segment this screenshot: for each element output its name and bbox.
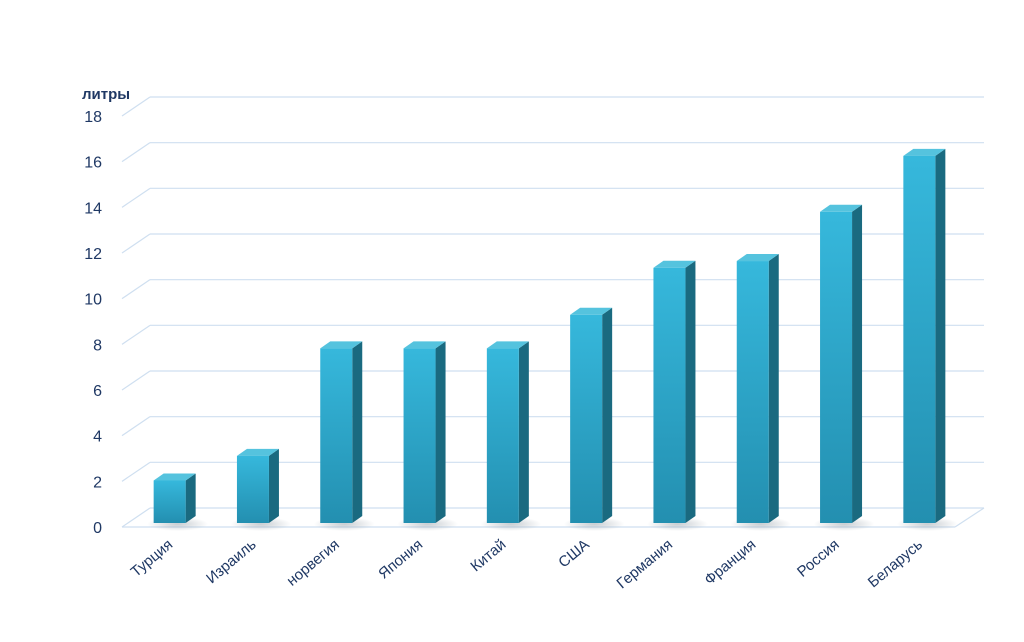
bar-front [403, 348, 436, 523]
y-tick-label: 2 [93, 474, 102, 491]
grid-line-side [121, 507, 151, 528]
bar-front [903, 155, 936, 524]
y-tick-label: 18 [84, 109, 102, 126]
bar [563, 307, 625, 531]
x-tick-label: Израиль [203, 536, 259, 587]
grid-line-side [121, 96, 151, 117]
x-tick-label: США [555, 536, 592, 571]
bar-side [518, 341, 529, 523]
bar [480, 341, 542, 531]
x-tick-label: Китай [467, 536, 509, 575]
x-tick-label: Турция [128, 536, 177, 581]
bar-front [570, 314, 603, 523]
bar-side [602, 307, 613, 523]
x-axis-categories: Турция Израиль норвегия Япония Китай США Герма… [128, 536, 926, 592]
bar-side [435, 341, 446, 523]
x-tick-label: Беларусь [865, 536, 926, 591]
bar-top [153, 473, 196, 481]
y-tick-label: 10 [84, 292, 102, 309]
y-tick-label: 6 [93, 383, 102, 400]
bar-side [268, 448, 279, 523]
y-tick-label: 8 [93, 337, 102, 354]
bar [397, 341, 458, 531]
bar [813, 204, 875, 531]
x-tick-label: Германия [614, 536, 676, 592]
x-tick-label: Франция [701, 536, 759, 589]
y-tick-label: 12 [84, 246, 102, 263]
y-axis-ticks: 0 2 4 6 8 10 12 14 16 18 [84, 109, 102, 537]
y-axis-label: литры [82, 86, 130, 103]
bar-side [768, 254, 779, 524]
bar-top [403, 341, 446, 349]
bar-front [820, 211, 853, 524]
bar-front [153, 480, 186, 523]
bar-top [570, 307, 613, 315]
bar-side [935, 148, 946, 524]
y-tick-label: 4 [93, 429, 102, 446]
bar [896, 148, 958, 531]
y-tick-label: 0 [93, 520, 102, 537]
bar [730, 254, 792, 531]
bar-front [736, 261, 769, 523]
bar-front [236, 455, 269, 523]
grid-line-side [121, 142, 151, 163]
bar [147, 473, 209, 531]
floor-side-edge [954, 507, 985, 528]
grid-line-side [121, 461, 151, 482]
bar-top [820, 204, 863, 212]
x-tick-label: Япония [375, 536, 426, 583]
bar [230, 448, 292, 531]
bar-side [852, 204, 863, 524]
x-tick-label: норвегия [284, 536, 343, 590]
bar-top [320, 341, 363, 349]
grid-line-side [121, 324, 151, 345]
bar-top [653, 260, 696, 268]
grid-line-side [121, 370, 151, 391]
bar-front [486, 348, 519, 523]
grid-line-side [121, 279, 151, 300]
y-tick-label: 16 [84, 155, 102, 172]
grid-line-side [121, 416, 151, 437]
bar-front [320, 348, 353, 523]
x-tick-label: Россия [794, 536, 843, 581]
bar-top [736, 254, 779, 262]
y-tick-label: 14 [84, 200, 102, 217]
bar-side [685, 260, 696, 523]
bar-top [486, 341, 529, 349]
grid-line-side [121, 187, 151, 208]
bar-front [653, 267, 686, 523]
bar-side [185, 473, 196, 523]
bars [147, 148, 958, 531]
bar [313, 341, 375, 531]
grid-line-side [121, 233, 151, 254]
bar-top [903, 148, 946, 156]
bar [647, 260, 708, 531]
bar-side [352, 341, 363, 523]
bar-top [236, 448, 279, 456]
